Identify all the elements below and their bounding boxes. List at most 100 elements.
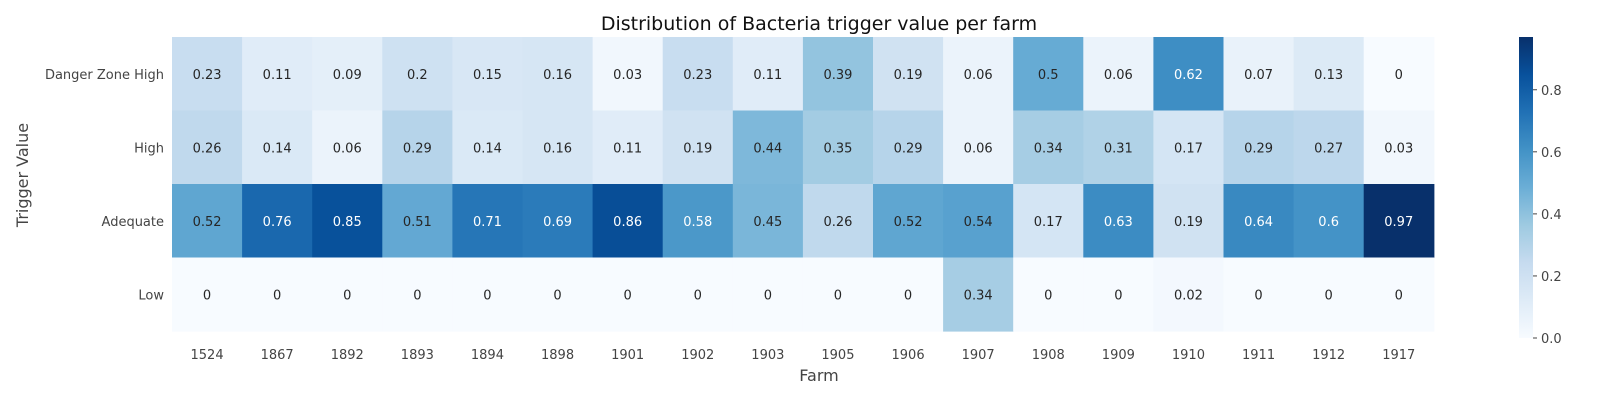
heatmap-cell <box>382 257 453 332</box>
cell-value-label: 0.14 <box>263 141 292 156</box>
cell-value-label: 0.85 <box>333 215 362 230</box>
cell-value-label: 0.16 <box>543 141 572 156</box>
x-tick-label: 1901 <box>611 348 644 363</box>
cell-value-label: 0.29 <box>403 141 432 156</box>
heatmap-cell <box>312 184 383 259</box>
heatmap-cell <box>382 110 453 185</box>
cell-value-label: 0 <box>624 288 632 303</box>
cell-value-label: 0.34 <box>964 288 993 303</box>
cell-value-label: 0.52 <box>894 215 923 230</box>
cell-value-label: 0.26 <box>823 215 852 230</box>
heatmap-cell <box>172 37 243 112</box>
colorbar-tick-label: 0.0 <box>1541 332 1562 347</box>
heatmap-cell <box>1153 184 1225 259</box>
y-tick-label: Low <box>138 288 164 303</box>
heatmap-cell <box>452 110 524 185</box>
cell-value-label: 0.15 <box>473 68 502 83</box>
heatmap-cell <box>1013 110 1084 185</box>
cell-value-label: 0 <box>764 288 772 303</box>
heatmap-cell <box>172 110 243 185</box>
heatmap-cell <box>802 37 874 112</box>
colorbar <box>1519 37 1533 338</box>
heatmap-cell <box>662 184 734 259</box>
cell-value-label: 0 <box>1395 288 1403 303</box>
heatmap-cell <box>382 37 453 112</box>
heatmap-cell <box>662 110 734 185</box>
heatmap-cell <box>802 257 874 332</box>
x-tick-label: 1905 <box>821 348 854 363</box>
cell-value-label: 0.19 <box>1174 215 1203 230</box>
heatmap-cell <box>1293 37 1365 112</box>
heatmap-cell <box>312 110 383 185</box>
cell-value-label: 0.76 <box>263 215 292 230</box>
heatmap-cell <box>1153 257 1225 332</box>
x-tick-label: 1906 <box>892 348 925 363</box>
cell-value-label: 0.62 <box>1174 68 1203 83</box>
y-tick-label: Danger Zone High <box>45 68 164 83</box>
colorbar-tick-label: 0.4 <box>1541 208 1562 223</box>
cell-value-label: 0 <box>1254 288 1262 303</box>
heatmap-cell <box>1153 37 1225 112</box>
colorbar-ticks: 0.0 0.2 0.4 0.6 0.8 <box>1533 84 1562 347</box>
cell-value-label: 0.5 <box>1038 68 1059 83</box>
heatmap-cell <box>382 184 453 259</box>
cell-value-label: 0.11 <box>263 68 292 83</box>
heatmap-cell <box>1013 37 1084 112</box>
cell-value-label: 0.17 <box>1174 141 1203 156</box>
cell-value-label: 0.44 <box>753 141 782 156</box>
y-axis-label: Trigger Value <box>13 123 32 228</box>
colorbar-tick-label: 0.8 <box>1541 84 1562 99</box>
cell-value-label: 0.06 <box>964 141 993 156</box>
x-tick-label: 1911 <box>1242 348 1275 363</box>
cell-value-label: 0.52 <box>193 215 222 230</box>
heatmap-cell <box>802 184 874 259</box>
cell-value-label: 0.27 <box>1314 141 1343 156</box>
x-tick-label: 1893 <box>401 348 434 363</box>
cell-value-label: 0.35 <box>823 141 852 156</box>
heatmap-cell <box>1293 184 1365 259</box>
heatmap-cell <box>522 110 594 185</box>
cell-value-label: 0.69 <box>543 215 572 230</box>
cell-value-label: 0.97 <box>1384 215 1413 230</box>
heatmap-cell <box>522 257 594 332</box>
cell-value-label: 0 <box>203 288 211 303</box>
heatmap-cell <box>732 257 804 332</box>
y-tick-labels: Danger Zone High High Adequate Low <box>45 68 164 304</box>
x-tick-label: 1903 <box>751 348 784 363</box>
x-tick-labels: 1524 1867 1892 1893 1894 1898 1901 1902 1903 1905… <box>191 348 1416 363</box>
cell-value-label: 0 <box>413 288 421 303</box>
cell-value-labels: 0.23 0.11 0.09 0.2 0.15 0.16 0.03 0.23 0.11 0.39 0… <box>193 68 1414 304</box>
cell-value-label: 0.06 <box>1104 68 1133 83</box>
cell-value-label: 0.11 <box>753 68 782 83</box>
heatmap-cell <box>662 257 734 332</box>
heatmap-cell <box>1223 184 1295 259</box>
heatmap-cell <box>1083 184 1154 259</box>
heatmap-cell <box>452 257 524 332</box>
heatmap-cell <box>452 184 524 259</box>
heatmap-cell <box>1013 184 1084 259</box>
heatmap-cell <box>1223 110 1295 185</box>
colorbar-tick-label: 0.6 <box>1541 146 1562 161</box>
cell-value-label: 0.06 <box>333 141 362 156</box>
x-tick-label: 1912 <box>1312 348 1345 363</box>
y-tick-label: Adequate <box>102 215 164 230</box>
x-tick-label: 1894 <box>471 348 504 363</box>
heatmap-cell <box>1013 257 1084 332</box>
cell-value-label: 0.29 <box>894 141 923 156</box>
heatmap-cell <box>873 37 944 112</box>
heatmap-cell <box>1363 37 1435 112</box>
cell-value-label: 0.19 <box>894 68 923 83</box>
cell-value-label: 0.45 <box>753 215 782 230</box>
cell-value-label: 0 <box>343 288 351 303</box>
heatmap-cell <box>1363 184 1435 259</box>
heatmap-cell <box>732 37 804 112</box>
cell-value-label: 0.63 <box>1104 215 1133 230</box>
heatmap-cell <box>943 37 1014 112</box>
cell-value-label: 0 <box>834 288 842 303</box>
cell-value-label: 0 <box>1114 288 1122 303</box>
heatmap-cell <box>873 110 944 185</box>
x-tick-label: 1892 <box>331 348 364 363</box>
heatmap-cell <box>242 110 313 185</box>
cell-value-label: 0.06 <box>964 68 993 83</box>
cell-value-label: 0 <box>694 288 702 303</box>
